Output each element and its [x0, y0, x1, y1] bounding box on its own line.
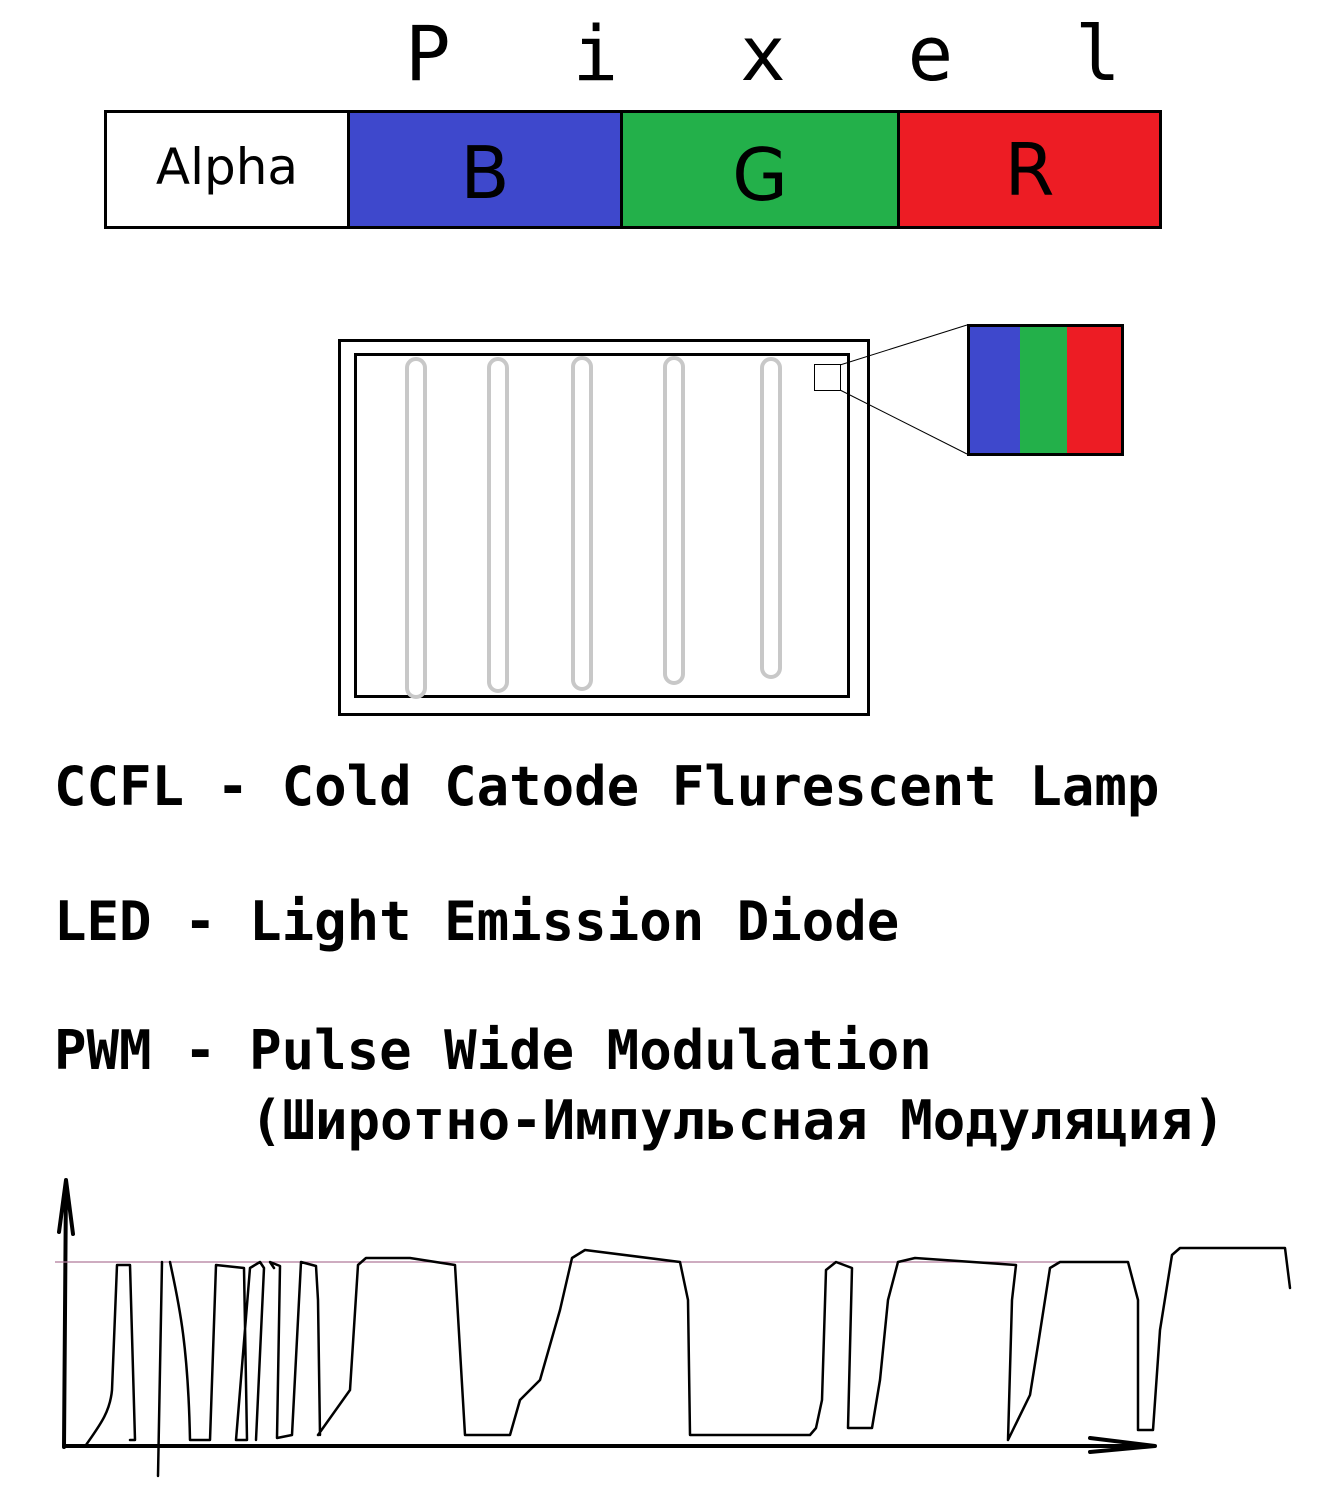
monitor-frame: [338, 339, 870, 716]
zoom-leader-line-top: [839, 324, 968, 366]
pixel-title: P i x e l: [405, 9, 1159, 98]
zoom-leader-line-bottom: [839, 389, 968, 455]
subpixel-zoom: [967, 324, 1124, 456]
alpha-label: Alpha: [155, 137, 299, 196]
blue-label: B: [460, 130, 510, 215]
pwm-waveform: [84, 1246, 1292, 1478]
led-definition: LED - Light Emission Diode: [54, 890, 900, 953]
blue-subpixel: [970, 327, 1020, 453]
green-label: G: [732, 132, 788, 217]
backlight-lamp: [487, 357, 509, 693]
backlight-lamp: [405, 357, 427, 699]
x-axis: [62, 1436, 1157, 1454]
ccfl-definition: CCFL - Cold Catode Flurescent Lamp: [54, 755, 1160, 818]
red-subpixel: [1067, 327, 1121, 453]
backlight-lamp: [571, 356, 593, 691]
pixel-marker: [814, 364, 841, 391]
pwm-definition: PWM - Pulse Wide Modulation: [54, 1019, 932, 1082]
backlight-lamp: [663, 356, 685, 685]
green-channel: G: [620, 113, 897, 226]
pixel-byte-layout: Alpha B G R: [104, 110, 1162, 229]
backlight-lamp: [760, 357, 782, 679]
y-axis: [57, 1178, 75, 1449]
green-subpixel: [1020, 327, 1067, 453]
monitor-screen: [354, 353, 850, 698]
red-channel: R: [897, 113, 1159, 226]
red-label: R: [1004, 127, 1055, 212]
pwm-definition-russian: (Широтно-Импульсная Модуляция): [250, 1089, 1226, 1152]
alpha-channel: Alpha: [107, 113, 347, 226]
blue-channel: B: [347, 113, 620, 226]
